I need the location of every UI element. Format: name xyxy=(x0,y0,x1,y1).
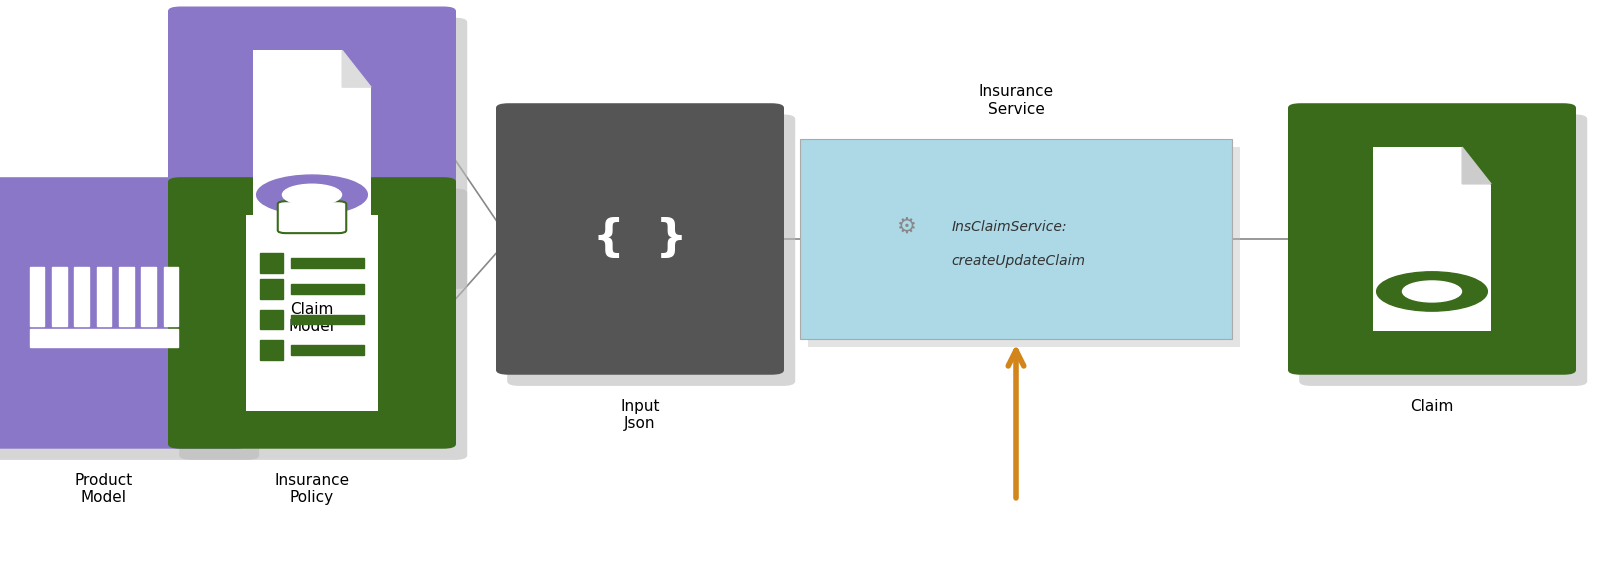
Polygon shape xyxy=(1462,147,1491,184)
Text: ⚙: ⚙ xyxy=(898,217,917,237)
FancyBboxPatch shape xyxy=(800,139,1232,339)
Text: InsClaimService:: InsClaimService: xyxy=(950,220,1067,234)
Bar xyxy=(53,267,67,326)
Text: Input
Json: Input Json xyxy=(621,399,659,431)
Polygon shape xyxy=(1462,147,1491,184)
Bar xyxy=(259,340,283,360)
Text: createUpdateClaim: createUpdateClaim xyxy=(950,254,1085,268)
FancyBboxPatch shape xyxy=(1299,114,1587,386)
Text: Claim: Claim xyxy=(1410,399,1454,414)
FancyBboxPatch shape xyxy=(808,147,1240,347)
Bar xyxy=(141,267,155,326)
FancyBboxPatch shape xyxy=(179,188,467,460)
Text: Insurance
Policy: Insurance Policy xyxy=(275,473,349,505)
Bar xyxy=(163,267,178,326)
FancyBboxPatch shape xyxy=(0,188,259,460)
FancyBboxPatch shape xyxy=(278,201,346,233)
Bar xyxy=(118,267,133,326)
Polygon shape xyxy=(342,51,371,87)
Bar xyxy=(96,267,112,326)
Bar xyxy=(291,315,365,324)
Bar xyxy=(259,279,283,299)
Bar xyxy=(291,284,365,294)
Bar xyxy=(259,253,283,273)
Circle shape xyxy=(1376,272,1488,311)
FancyBboxPatch shape xyxy=(1288,103,1576,375)
Bar xyxy=(291,258,365,268)
FancyBboxPatch shape xyxy=(496,103,784,375)
FancyBboxPatch shape xyxy=(246,215,378,411)
Circle shape xyxy=(1403,281,1461,302)
FancyBboxPatch shape xyxy=(253,51,371,234)
Text: Claim
Model: Claim Model xyxy=(290,302,334,335)
FancyBboxPatch shape xyxy=(179,18,467,289)
FancyBboxPatch shape xyxy=(168,6,456,278)
Bar xyxy=(259,310,283,329)
Bar xyxy=(75,267,90,326)
FancyBboxPatch shape xyxy=(168,177,456,449)
FancyBboxPatch shape xyxy=(507,114,795,386)
FancyBboxPatch shape xyxy=(1373,147,1491,331)
Polygon shape xyxy=(342,51,371,87)
Circle shape xyxy=(283,184,341,205)
Bar xyxy=(291,345,365,354)
FancyBboxPatch shape xyxy=(0,177,248,449)
Circle shape xyxy=(256,175,368,215)
Bar xyxy=(30,267,45,326)
Text: {  }: { } xyxy=(594,217,686,261)
Text: Insurance
Service: Insurance Service xyxy=(979,84,1053,117)
Text: Product
Model: Product Model xyxy=(75,473,133,505)
Bar xyxy=(30,329,178,347)
